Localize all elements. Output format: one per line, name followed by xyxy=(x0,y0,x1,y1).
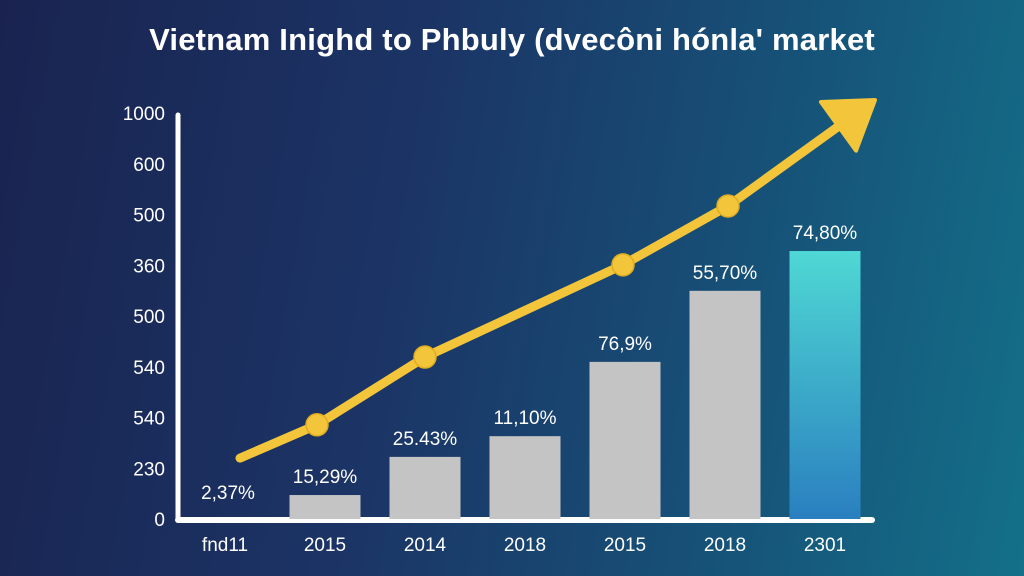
data-label: 25.43% xyxy=(393,429,458,450)
data-label: 2,37% xyxy=(201,483,255,504)
y-tick-label: 230 xyxy=(133,459,165,480)
y-tick-label: 600 xyxy=(133,155,165,176)
y-tick-label: 540 xyxy=(133,409,165,430)
trend-marker xyxy=(611,253,635,277)
y-tick-label: 500 xyxy=(133,307,165,328)
y-tick-label: 500 xyxy=(133,206,165,227)
data-label: 74,80% xyxy=(793,223,858,244)
trend-arrowhead xyxy=(818,98,877,153)
bar xyxy=(689,290,761,519)
x-tick-label: 2015 xyxy=(604,535,646,556)
trend-marker xyxy=(413,345,437,369)
x-tick-label: 2018 xyxy=(504,535,546,556)
chart-title: Vietnam Inighd to Phbuly (dvecôni hónla'… xyxy=(149,22,875,57)
trend-marker xyxy=(716,194,740,218)
y-tick-label: 540 xyxy=(133,358,165,379)
bar xyxy=(389,456,461,519)
y-tick-label: 1000 xyxy=(123,104,165,125)
bar xyxy=(789,251,861,520)
y-tick-label: 0 xyxy=(154,510,165,531)
x-tick-label: fnd11 xyxy=(202,535,248,556)
bar xyxy=(289,495,361,519)
data-label: 55,70% xyxy=(693,263,758,284)
data-label: 76,9% xyxy=(598,334,652,355)
bar xyxy=(589,361,661,519)
x-tick-label: 2301 xyxy=(804,535,846,556)
x-tick-label: 2015 xyxy=(304,535,346,556)
data-label: 11,10% xyxy=(493,408,556,429)
trend-marker xyxy=(305,413,329,437)
bar xyxy=(489,436,561,519)
y-tick-label: 360 xyxy=(133,256,165,277)
x-tick-label: 2018 xyxy=(704,535,746,556)
trend-line xyxy=(235,121,843,463)
x-tick-label: 2014 xyxy=(404,535,447,556)
data-label: 15,29% xyxy=(293,467,358,488)
